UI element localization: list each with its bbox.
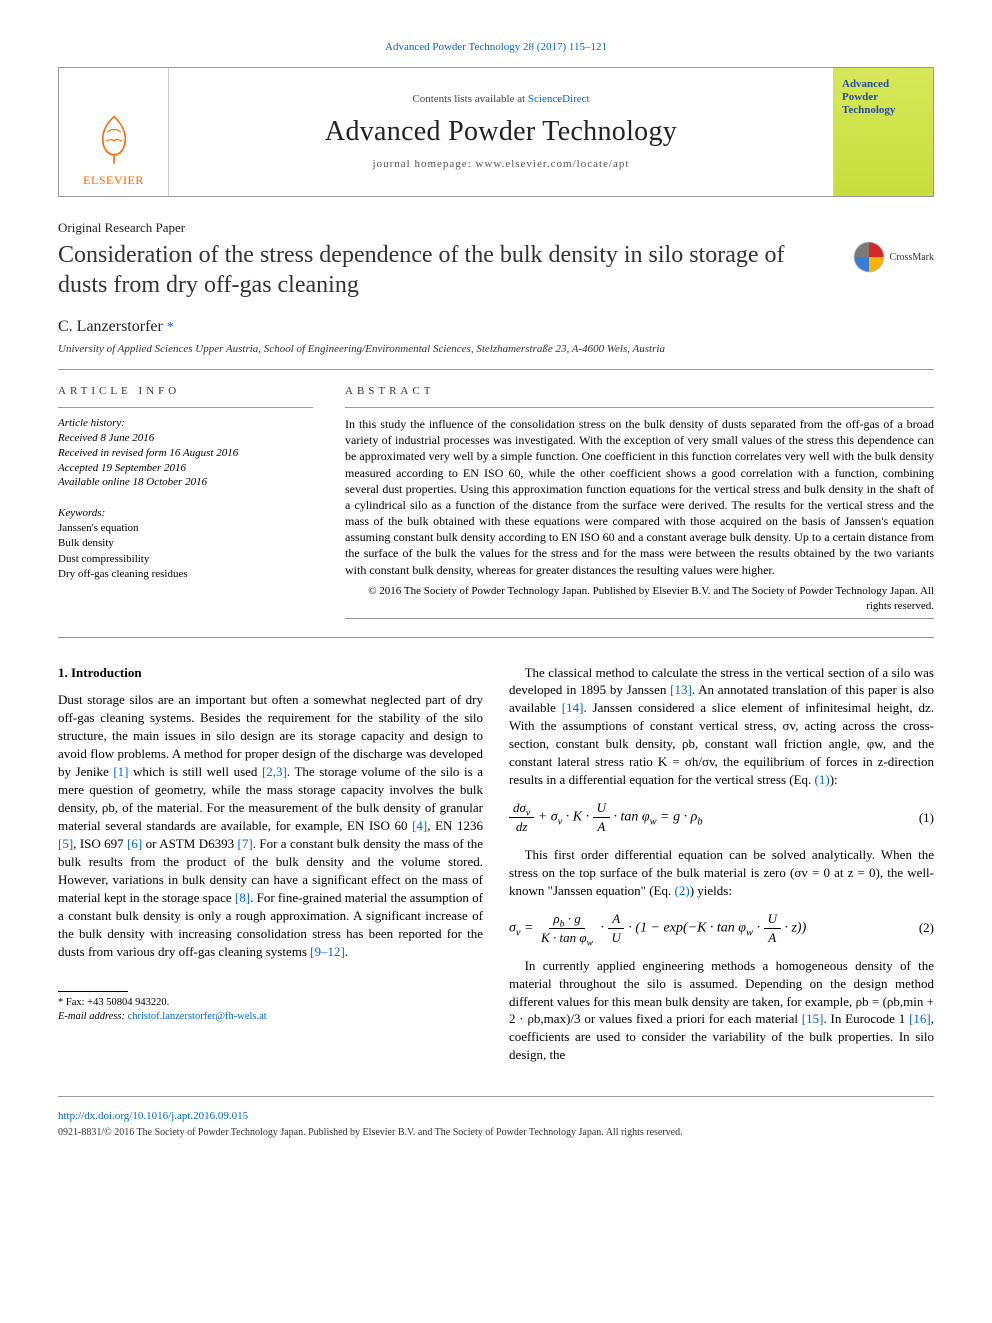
citation-link[interactable]: [9–12]	[310, 944, 345, 959]
fax-line: * Fax: +43 50804 943220.	[58, 996, 483, 1010]
citation-link[interactable]: [16]	[909, 1011, 931, 1026]
cover-line-2: Powder	[842, 91, 925, 104]
page-footer: http://dx.doi.org/10.1016/j.apt.2016.09.…	[58, 1096, 934, 1139]
equation-body: dσvdz + σv · K · UA · tan φw = g · ρb	[509, 799, 703, 836]
affiliation: University of Applied Sciences Upper Aus…	[58, 342, 934, 357]
article-info-column: article info Article history: Received 8…	[58, 384, 313, 626]
footer-copyright: 0921-8831/© 2016 The Society of Powder T…	[58, 1126, 934, 1140]
paragraph: In currently applied engineering methods…	[509, 957, 934, 1065]
abstract-bottom-rule	[345, 618, 934, 619]
abstract-heading: abstract	[345, 384, 934, 399]
citation-link[interactable]: [13]	[670, 682, 692, 697]
keywords-list: Janssen's equation Bulk density Dust com…	[58, 521, 313, 583]
history-item: Received in revised form 16 August 2016	[58, 446, 313, 461]
keywords-label: Keywords:	[58, 506, 313, 521]
text-run: ):	[830, 772, 838, 787]
history-item: Accepted 19 September 2016	[58, 461, 313, 476]
corresponding-footnote: * Fax: +43 50804 943220. E-mail address:…	[58, 991, 483, 1025]
abstract-rule	[345, 407, 934, 408]
crossmark-icon	[852, 240, 886, 274]
abstract-column: abstract In this study the influence of …	[345, 384, 934, 626]
article-title: Consideration of the stress dependence o…	[58, 240, 838, 300]
article-type: Original Research Paper	[58, 219, 934, 237]
email-line: E-mail address: christof.lanzerstorfer@f…	[58, 1010, 483, 1024]
citation-link[interactable]: [14]	[562, 700, 584, 715]
citation-link[interactable]: [6]	[127, 836, 142, 851]
article-header: Consideration of the stress dependence o…	[58, 240, 934, 310]
footnote-rule	[58, 991, 128, 992]
paragraph: Dust storage silos are an important but …	[58, 691, 483, 960]
corresponding-marker[interactable]: *	[167, 320, 174, 335]
crossmark-label: CrossMark	[890, 251, 934, 265]
section-heading-intro: 1. Introduction	[58, 664, 483, 682]
body-text: 1. Introduction Dust storage silos are a…	[58, 664, 934, 1075]
equation-2: σv = ρb · gK · tan φw · AU · (1 − exp(−K…	[509, 910, 934, 947]
text-run: which is still well used	[128, 764, 261, 779]
citation-link[interactable]: [1]	[113, 764, 128, 779]
citation-link[interactable]: [5]	[58, 836, 73, 851]
citation-link[interactable]: [4]	[412, 818, 427, 833]
author-line: C. Lanzerstorfer *	[58, 316, 934, 338]
contents-line: Contents lists available at ScienceDirec…	[412, 92, 589, 107]
email-label: E-mail address:	[58, 1011, 125, 1022]
elsevier-tree-icon	[90, 112, 138, 166]
citation-link[interactable]: [15]	[802, 1011, 824, 1026]
journal-name: Advanced Powder Technology	[325, 113, 677, 151]
journal-banner: ELSEVIER Contents lists available at Sci…	[58, 67, 934, 197]
abstract-text: In this study the influence of the conso…	[345, 416, 934, 578]
text-run: . In Eurocode 1	[823, 1011, 909, 1026]
paragraph: This first order differential equation c…	[509, 846, 934, 900]
publisher-logo-block: ELSEVIER	[59, 68, 169, 196]
cover-line-3: Technology	[842, 104, 925, 117]
history-item: Received 8 June 2016	[58, 431, 313, 446]
citation-link[interactable]: [7]	[238, 836, 253, 851]
history-label: Article history:	[58, 416, 313, 431]
text-run: , ISO 697	[73, 836, 127, 851]
equation-ref[interactable]: (1)	[815, 772, 830, 787]
email-link[interactable]: christof.lanzerstorfer@fh-wels.at	[128, 1011, 267, 1022]
citation-link[interactable]: [8]	[235, 890, 250, 905]
article-history: Article history: Received 8 June 2016 Re…	[58, 416, 313, 490]
author-name: C. Lanzerstorfer	[58, 318, 163, 335]
sciencedirect-link[interactable]: ScienceDirect	[528, 93, 590, 105]
info-rule	[58, 407, 313, 408]
contents-prefix: Contents lists available at	[412, 93, 527, 105]
doi-link[interactable]: http://dx.doi.org/10.1016/j.apt.2016.09.…	[58, 1109, 934, 1124]
keyword: Bulk density	[58, 536, 313, 551]
keyword: Janssen's equation	[58, 521, 313, 536]
journal-homepage: journal homepage: www.elsevier.com/locat…	[373, 157, 630, 172]
equation-ref[interactable]: (2)	[675, 883, 690, 898]
crossmark-badge[interactable]: CrossMark	[852, 240, 934, 274]
journal-cover-thumb: Advanced Powder Technology	[833, 68, 933, 196]
equation-1: dσvdz + σv · K · UA · tan φw = g · ρb (1…	[509, 799, 934, 836]
running-head: Advanced Powder Technology 28 (2017) 115…	[58, 40, 934, 55]
article-info-heading: article info	[58, 384, 313, 399]
paragraph: The classical method to calculate the st…	[509, 664, 934, 790]
banner-center: Contents lists available at ScienceDirec…	[169, 68, 833, 196]
keyword: Dust compressibility	[58, 552, 313, 567]
history-item: Available online 18 October 2016	[58, 475, 313, 490]
abstract-copyright: © 2016 The Society of Powder Technology …	[345, 584, 934, 614]
divider	[58, 637, 934, 638]
text-run: or ASTM D6393	[142, 836, 237, 851]
text-run: , EN 1236	[427, 818, 483, 833]
cover-line-1: Advanced	[842, 78, 925, 91]
keyword: Dry off-gas cleaning residues	[58, 567, 313, 582]
equation-body: σv = ρb · gK · tan φw · AU · (1 − exp(−K…	[509, 910, 806, 947]
equation-number: (2)	[919, 919, 934, 937]
equation-number: (1)	[919, 809, 934, 827]
info-abstract-row: article info Article history: Received 8…	[58, 369, 934, 626]
text-run: ) yields:	[690, 883, 732, 898]
publisher-name: ELSEVIER	[83, 172, 144, 188]
citation-link[interactable]: [2,3]	[262, 764, 287, 779]
text-run: .	[345, 944, 348, 959]
